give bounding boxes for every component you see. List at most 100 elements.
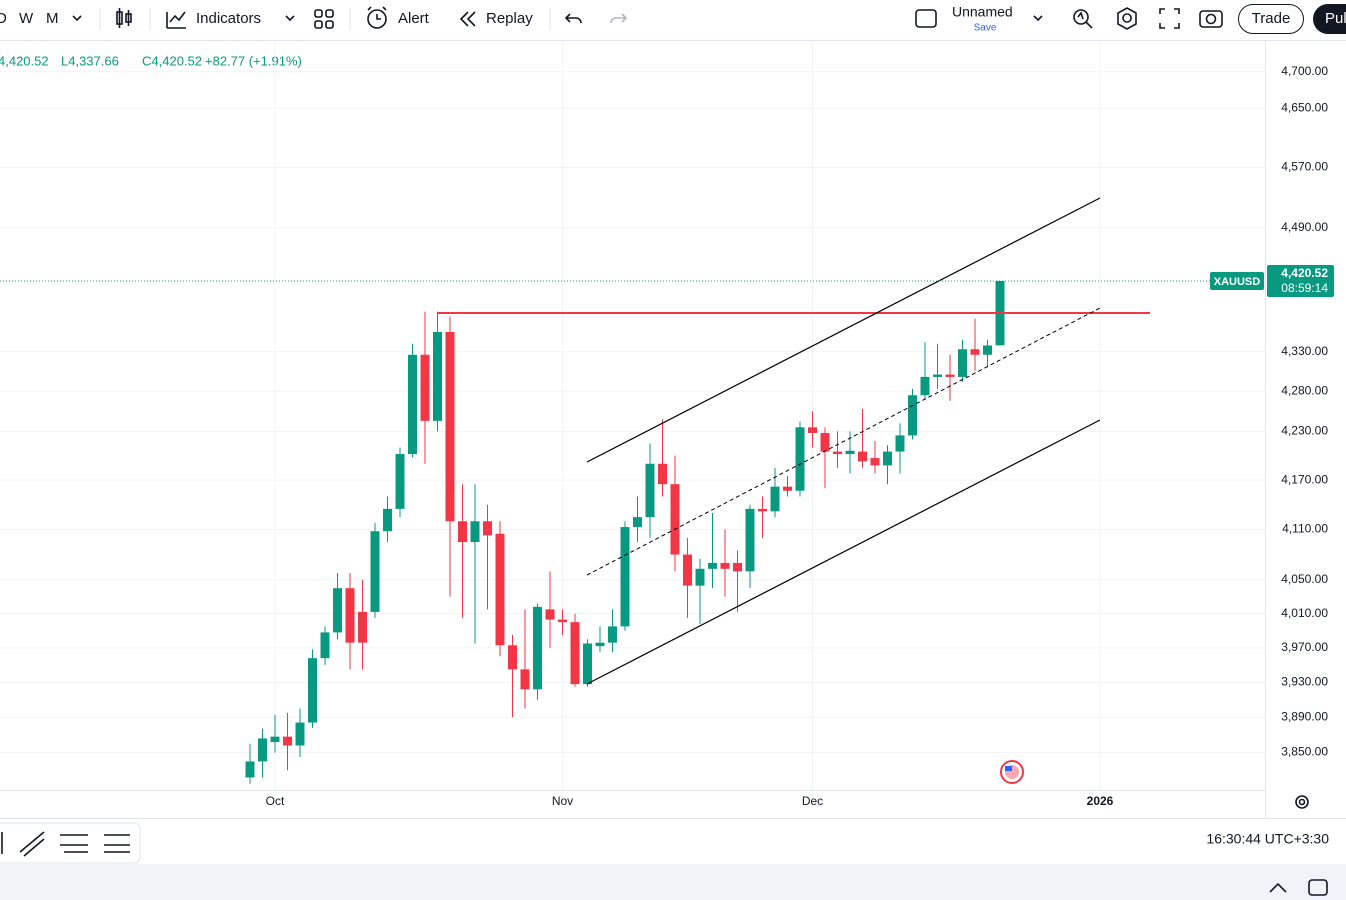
layout-icon[interactable]: [915, 9, 937, 28]
quick-search[interactable]: [1073, 9, 1093, 29]
candle-body: [545, 609, 555, 620]
candle-body: [645, 463, 655, 518]
candle-body: [583, 643, 592, 685]
y-tick-label: 4,280.00: [1281, 383, 1328, 397]
chart-type-icon[interactable]: [116, 8, 132, 28]
alert-icon[interactable]: [367, 6, 387, 29]
channel-middle[interactable]: [586, 307, 1101, 576]
templates-icon[interactable]: [314, 9, 334, 29]
interval-menu[interactable]: [72, 15, 82, 22]
candle-body: [245, 761, 255, 778]
candle-body: [420, 354, 430, 421]
channel-lower[interactable]: [586, 419, 1101, 685]
replay-icon[interactable]: [459, 11, 476, 27]
undo[interactable]: [564, 13, 582, 24]
interval-w[interactable]: W: [19, 10, 34, 27]
indicators-button[interactable]: Indicators: [196, 10, 261, 27]
candle-body: [370, 531, 380, 612]
candle-body: [620, 527, 630, 627]
candle-body: [858, 451, 867, 462]
candle-body: [433, 331, 442, 421]
candle-body: [358, 611, 367, 643]
trade-button[interactable]: Trade: [1252, 10, 1291, 27]
y-tick-label: 4,570.00: [1281, 160, 1328, 174]
y-tick-label: 4,650.00: [1281, 100, 1328, 114]
symbol-badge: [1210, 272, 1264, 291]
candle-body: [308, 658, 317, 723]
y-tick-label: 3,850.00: [1281, 745, 1328, 759]
save-button[interactable]: Save: [974, 23, 997, 34]
interval-m[interactable]: M: [46, 10, 59, 27]
candle-body: [820, 432, 830, 452]
candle-body: [483, 521, 492, 536]
settings[interactable]: [1117, 7, 1137, 30]
candle-body: [920, 376, 930, 396]
candle-body: [783, 486, 792, 491]
layout-menu[interactable]: [1033, 15, 1043, 22]
y-tick-label: 3,890.00: [1281, 709, 1328, 723]
event-flag[interactable]: [1000, 760, 1024, 784]
candle-body: [608, 626, 617, 643]
candle-body: [508, 645, 517, 670]
candle-body: [795, 427, 805, 491]
maximize-panel[interactable]: [1308, 879, 1328, 896]
indicators-icon[interactable]: [166, 11, 186, 29]
candle-body: [570, 622, 580, 685]
candle-body: [670, 484, 680, 555]
redo[interactable]: [610, 13, 628, 24]
channel-upper[interactable]: [586, 197, 1101, 463]
candle-body: [958, 349, 967, 377]
interval-d[interactable]: D: [0, 10, 7, 27]
price-badge: [1267, 265, 1334, 298]
toolbar: [0, 0, 1346, 40]
y-tick-label: 4,170.00: [1281, 472, 1328, 486]
publish-button[interactable]: Pul: [1325, 10, 1346, 27]
trade-button-frame[interactable]: [1238, 4, 1304, 34]
candle-body: [558, 619, 567, 623]
x-tick-label: Oct: [266, 794, 285, 808]
last-price-label: 4,420.52: [1281, 266, 1328, 280]
candle-body: [320, 632, 330, 659]
indicators-menu[interactable]: [285, 15, 295, 22]
grid: [0, 40, 1265, 790]
y-tick-label: 4,700.00: [1281, 64, 1328, 78]
fullscreen[interactable]: [1159, 8, 1180, 29]
y-tick-label: 4,490.00: [1281, 220, 1328, 234]
candle-body: [383, 508, 392, 532]
candle-body: [520, 669, 530, 690]
candle-body: [845, 450, 855, 455]
y-tick-label: 4,230.00: [1281, 424, 1328, 438]
candle-body: [458, 521, 467, 543]
candle-body: [883, 451, 892, 466]
candle-body: [595, 642, 605, 647]
axis-settings[interactable]: [1295, 795, 1309, 809]
candle-body: [633, 517, 642, 528]
replay-button[interactable]: Replay: [486, 10, 533, 27]
legend-close: C4,420.52: [142, 53, 202, 68]
candle-body: [683, 554, 692, 586]
drawing-tools: [0, 822, 141, 864]
y-tick-label: 3,970.00: [1281, 640, 1328, 654]
candle-body: [933, 374, 942, 377]
layout-name[interactable]: Unnamed: [952, 4, 1013, 20]
candle-body: [333, 588, 342, 633]
alert-button[interactable]: Alert: [398, 10, 430, 27]
x-tick-label: Nov: [552, 794, 573, 808]
screenshot[interactable]: [1199, 10, 1223, 28]
legend-change: +82.77 (+1.91%): [205, 53, 302, 68]
publish-button-frame[interactable]: [1313, 4, 1346, 34]
candle-body: [745, 508, 755, 572]
candle-body: [295, 722, 305, 746]
candle-body: [270, 736, 280, 742]
candle-body: [908, 395, 917, 436]
y-tick-label: 4,330.00: [1281, 344, 1328, 358]
candles: [245, 281, 1005, 784]
candle-body: [870, 458, 880, 466]
candle-body: [720, 562, 730, 569]
drawing-tool-icons[interactable]: [1, 831, 130, 857]
collapse-panel[interactable]: [1269, 882, 1287, 893]
candle-body: [470, 521, 480, 543]
clock: 16:30:44 UTC+3:30: [1206, 831, 1329, 847]
